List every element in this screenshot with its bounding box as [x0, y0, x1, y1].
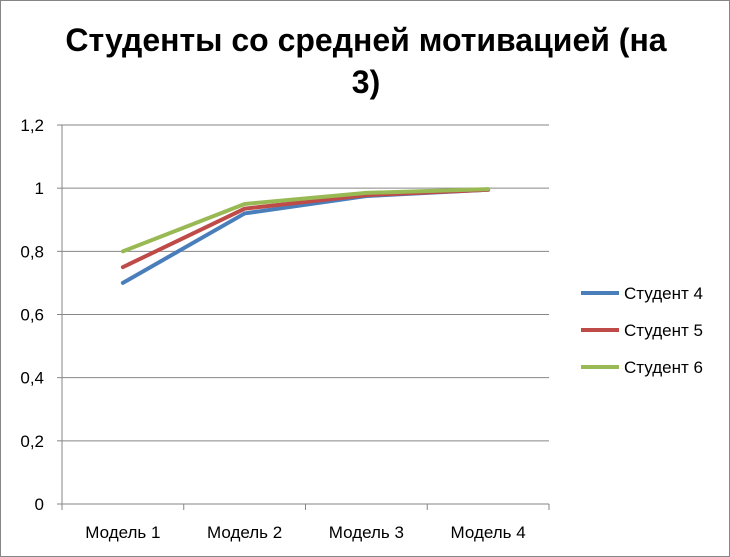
x-tick-label: Модель 3 [329, 523, 404, 542]
chart-title-line-2: 3) [352, 64, 380, 100]
axes: 0 0,2 0,4 0,6 0,8 1 1,2 Модель 1 Модель 2 Модель … [20, 116, 550, 542]
series-line [120, 187, 491, 254]
x-tick-label: Модель 1 [85, 523, 160, 542]
y-tick-label: 1,2 [20, 116, 44, 135]
legend-label: Студент 4 [624, 284, 703, 303]
y-tick-label: 0,4 [20, 369, 44, 388]
y-tick-label: 0 [35, 495, 44, 514]
y-tick-label: 1 [35, 179, 44, 198]
x-tick-label: Модель 2 [207, 523, 282, 542]
series-lines [120, 187, 491, 285]
y-tick-label: 0,2 [20, 432, 44, 451]
x-tick-label: Модель 4 [451, 523, 526, 542]
legend-label: Студент 5 [624, 321, 703, 340]
y-tick-label: 0,6 [20, 306, 44, 325]
chart-title-line-1: Студенты со средней мотивацией (на [65, 22, 666, 58]
y-tick-label: 0,8 [20, 242, 44, 261]
legend: Студент 4 Студент 5 Студент 6 [581, 284, 703, 377]
gridlines [62, 124, 549, 442]
legend-label: Студент 6 [624, 358, 703, 377]
